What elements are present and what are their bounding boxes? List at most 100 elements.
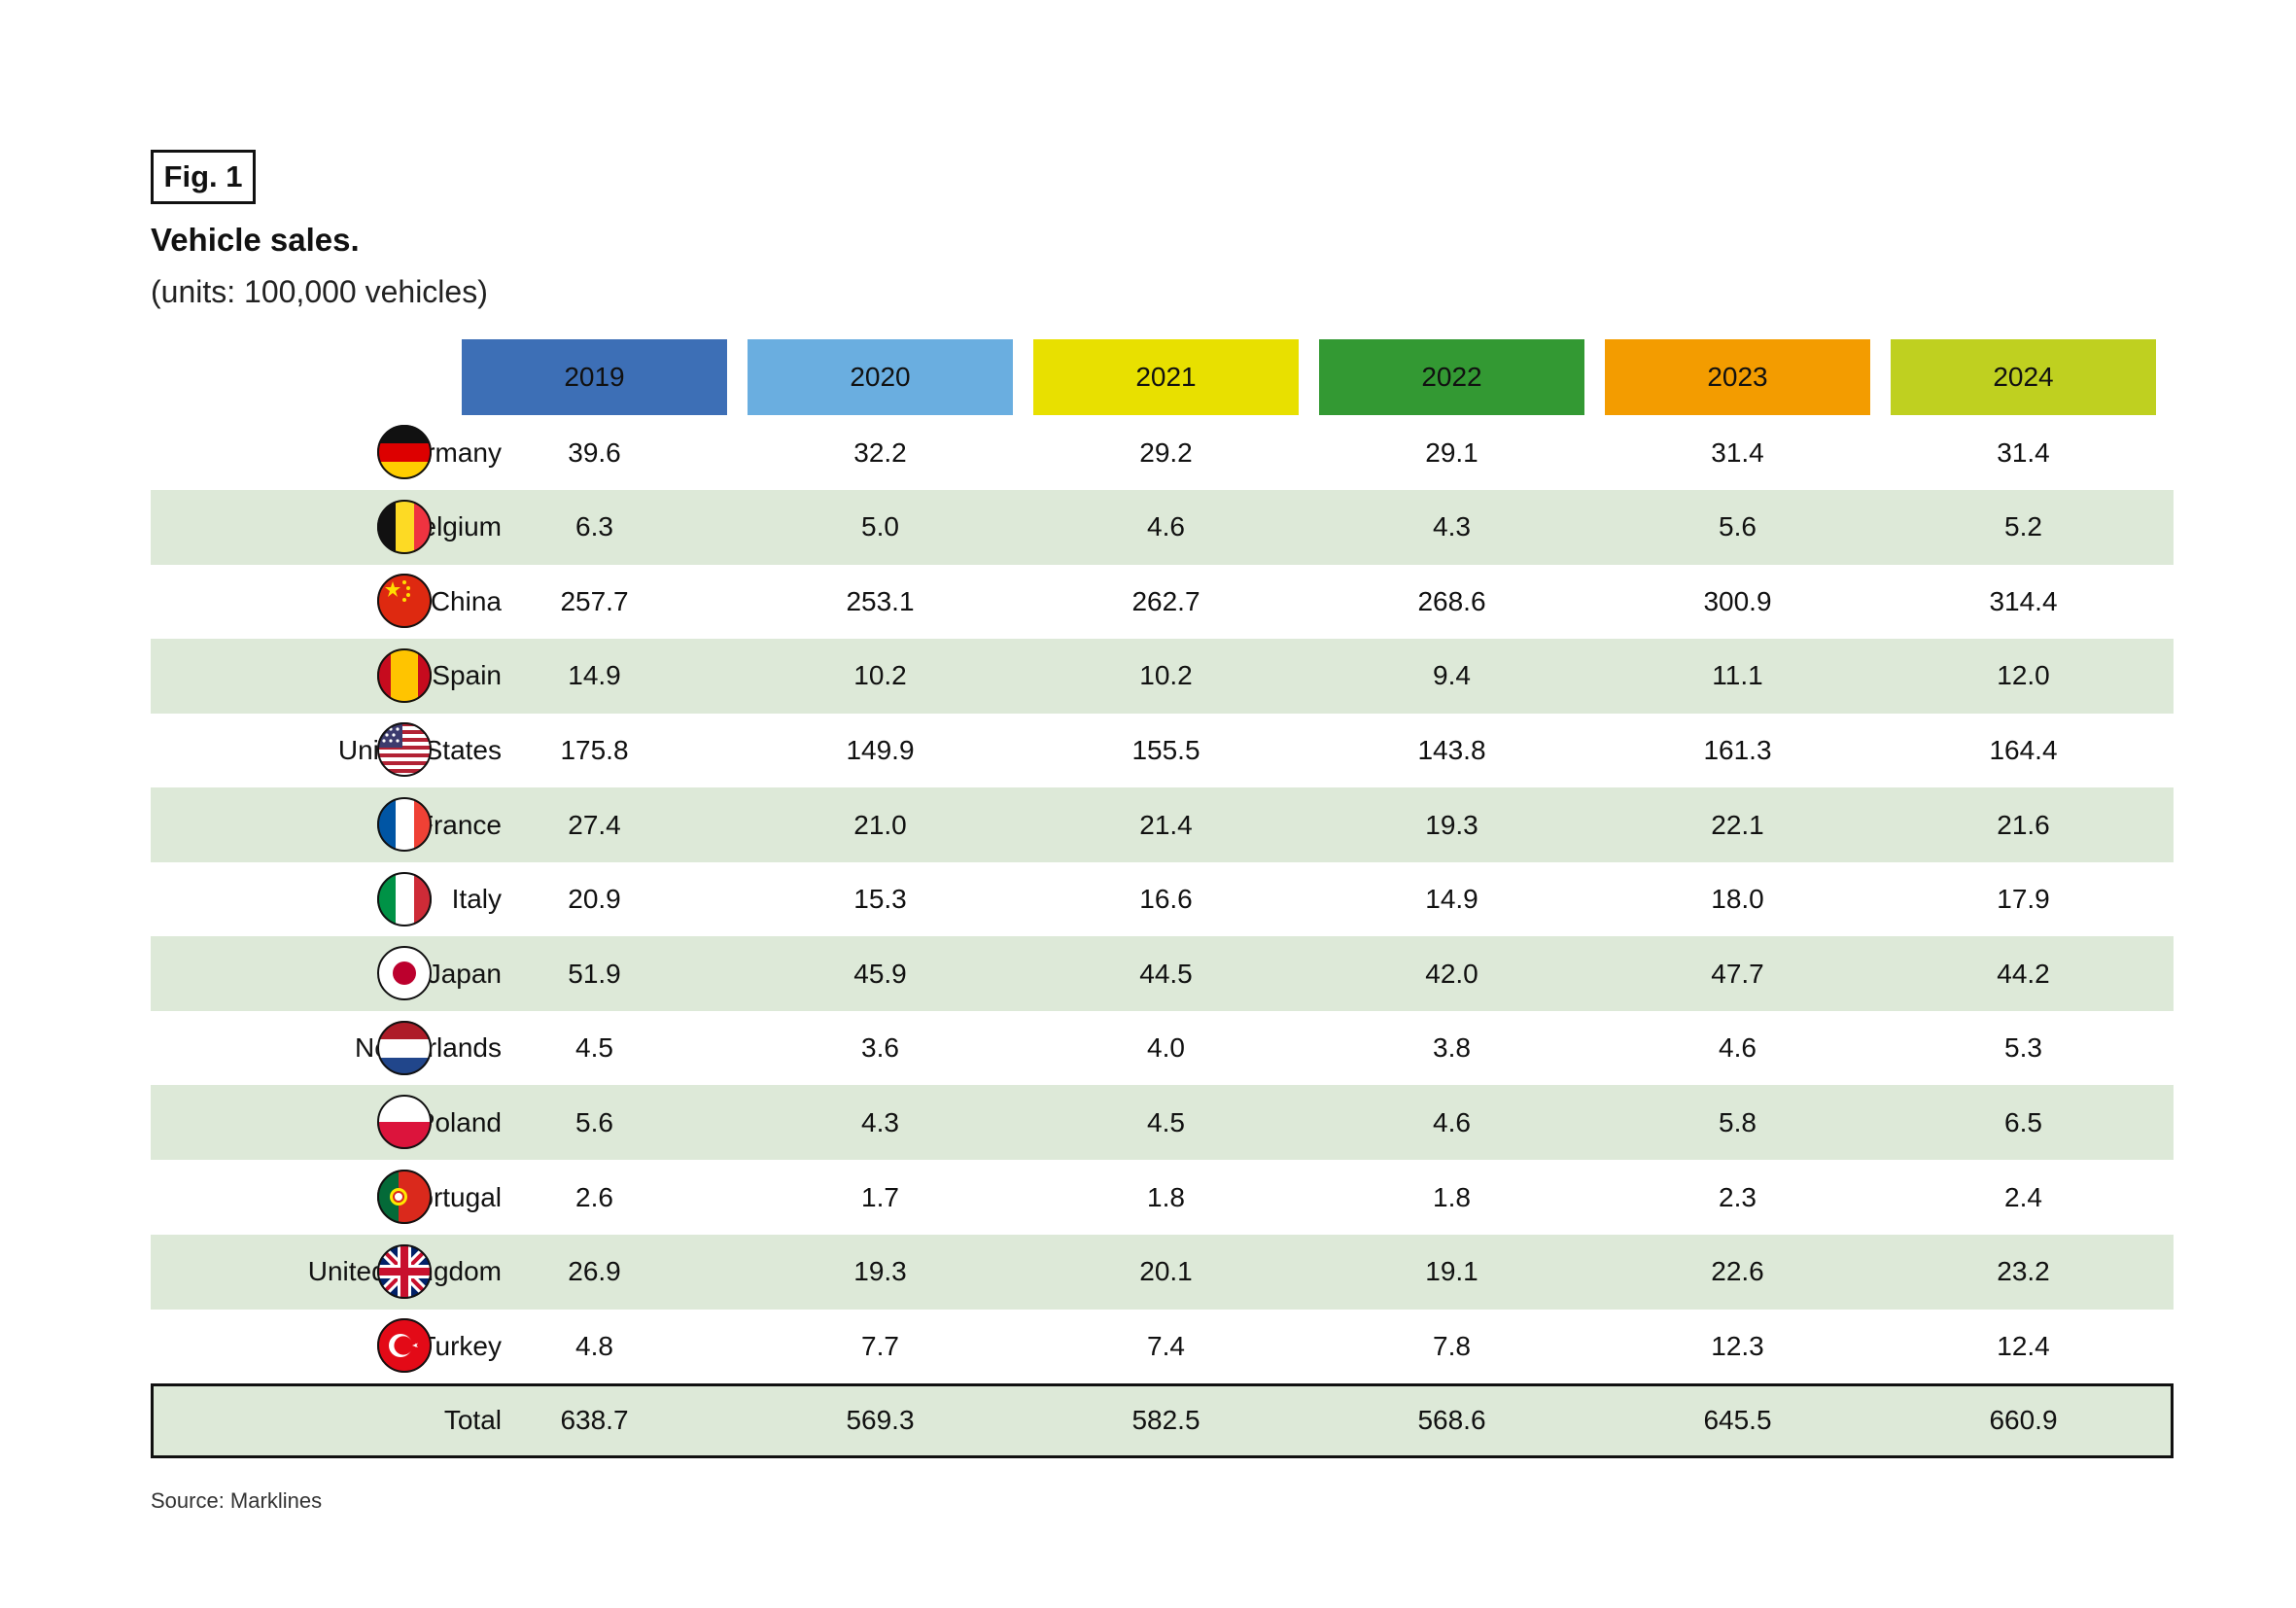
table-row: United States 175.8149.9155.5143.8161.31…	[151, 713, 2174, 787]
value-cell-2020: 253.1	[846, 585, 915, 616]
value-cell-2022: 568.6	[1417, 1405, 1486, 1436]
value-cell-2021: 29.2	[1139, 437, 1193, 468]
value-cell-2021: 1.8	[1147, 1181, 1185, 1212]
value-cell-2022: 29.1	[1425, 437, 1478, 468]
source-note: Source: Marklines	[151, 1488, 323, 1513]
value-cell-2020: 4.3	[861, 1106, 899, 1137]
value-cell-2019: 638.7	[560, 1405, 629, 1436]
table-row: Poland 5.6 4.3 4.5 4.6 5.8 6.5	[151, 1085, 2174, 1161]
value-cell-2021: 4.5	[1147, 1106, 1185, 1137]
value-cell-2020: 3.6	[861, 1032, 899, 1064]
table-row: Germany 39.6 32.2 29.2 29.1 31.4 31.4	[151, 415, 2174, 490]
value-cell-2024: 314.4	[1989, 585, 2058, 616]
value-cell-2024: 44.2	[1997, 958, 2050, 989]
value-cell-2021: 262.7	[1131, 585, 1200, 616]
year-header-2020: 2020	[748, 339, 1013, 415]
value-cell-2023: 18.0	[1711, 884, 1764, 915]
value-cell-2020: 5.0	[861, 511, 899, 542]
value-cell-2022: 268.6	[1417, 585, 1486, 616]
table-row: Japan 51.9 45.9 44.5 42.0 47.7 44.2	[151, 936, 2174, 1012]
value-cell-2024: 660.9	[1989, 1405, 2058, 1436]
value-cell-2019: 5.6	[575, 1106, 613, 1137]
value-cell-2021: 7.4	[1147, 1330, 1185, 1361]
country-name: China	[430, 585, 502, 616]
value-cell-2019: 51.9	[568, 958, 621, 989]
value-cell-2023: 645.5	[1703, 1405, 1772, 1436]
value-cell-2019: 27.4	[568, 809, 621, 840]
value-cell-2023: 4.6	[1719, 1032, 1757, 1064]
value-cell-2020: 569.3	[846, 1405, 915, 1436]
value-cell-2022: 7.8	[1433, 1330, 1471, 1361]
country-name: Spain	[432, 660, 502, 691]
italy-flag-icon	[377, 871, 432, 926]
value-cell-2020: 10.2	[853, 660, 907, 691]
value-cell-2019: 14.9	[568, 660, 621, 691]
value-cell-2021: 582.5	[1131, 1405, 1200, 1436]
value-cell-2022: 19.1	[1425, 1256, 1478, 1287]
value-cell-2021: 21.4	[1139, 809, 1193, 840]
value-cell-2024: 12.4	[1997, 1330, 2050, 1361]
table-row: Netherlands 4.53.64.03.84.65.3	[151, 1011, 2174, 1086]
value-cell-2024: 17.9	[1997, 884, 2050, 915]
country-name: Italy	[451, 884, 502, 915]
value-cell-2023: 22.1	[1711, 809, 1764, 840]
value-cell-2024: 5.2	[2004, 511, 2042, 542]
year-header-2023: 2023	[1605, 339, 1870, 415]
value-cell-2024: 31.4	[1997, 437, 2050, 468]
value-cell-2020: 1.7	[861, 1181, 899, 1212]
value-cell-2023: 47.7	[1711, 958, 1764, 989]
usa-flag-icon	[377, 722, 432, 778]
value-cell-2019: 26.9	[568, 1256, 621, 1287]
value-cell-2019: 175.8	[560, 734, 629, 765]
value-cell-2024: 6.5	[2004, 1106, 2042, 1137]
value-cell-2024: 164.4	[1989, 734, 2058, 765]
table-row: Turkey 4.8 7.7 7.4 7.8 12.3 12.4	[151, 1309, 2174, 1383]
value-cell-2023: 31.4	[1711, 437, 1764, 468]
value-cell-2022: 143.8	[1417, 734, 1486, 765]
year-header-2024: 2024	[1891, 339, 2156, 415]
chart-title: Vehicle sales.	[151, 222, 360, 258]
value-cell-2023: 2.3	[1719, 1181, 1757, 1212]
value-cell-2022: 14.9	[1425, 884, 1478, 915]
table-row: China 257.7 253.1 262.7 268.6 300.9 314.4	[151, 564, 2174, 639]
china-flag-icon	[377, 574, 432, 629]
value-cell-2020: 7.7	[861, 1330, 899, 1361]
value-cell-2023: 22.6	[1711, 1256, 1764, 1287]
turkey-flag-icon	[377, 1318, 432, 1374]
value-cell-2022: 4.3	[1433, 511, 1471, 542]
value-cell-2022: 42.0	[1425, 958, 1478, 989]
value-cell-2023: 12.3	[1711, 1330, 1764, 1361]
poland-flag-icon	[377, 1095, 432, 1150]
value-cell-2023: 11.1	[1712, 660, 1763, 691]
year-header-2021: 2021	[1033, 339, 1299, 415]
country-name: Turkey	[419, 1330, 502, 1361]
value-cell-2021: 44.5	[1139, 958, 1193, 989]
value-cell-2020: 19.3	[853, 1256, 907, 1287]
value-cell-2022: 4.6	[1433, 1106, 1471, 1137]
table-row: France 27.4 21.0 21.4 19.3 22.1 21.6	[151, 787, 2174, 862]
value-cell-2023: 5.8	[1719, 1106, 1757, 1137]
value-cell-2022: 3.8	[1433, 1032, 1471, 1064]
spain-flag-icon	[377, 647, 432, 703]
value-cell-2023: 5.6	[1719, 511, 1757, 542]
year-header-2019: 2019	[462, 339, 727, 415]
table-row: Spain 14.9 10.2 10.2 9.4 11.1 12.0	[151, 638, 2174, 714]
france-flag-icon	[377, 797, 432, 852]
portugal-flag-icon	[377, 1170, 432, 1224]
value-cell-2022: 19.3	[1425, 809, 1478, 840]
japan-flag-icon	[377, 946, 432, 1001]
figure-label: Fig. 1	[151, 150, 256, 204]
uk-flag-icon	[377, 1243, 432, 1299]
value-cell-2023: 161.3	[1703, 734, 1772, 765]
total-label: Total	[443, 1405, 502, 1436]
value-cell-2019: 39.6	[568, 437, 621, 468]
chart-subtitle: (units: 100,000 vehicles)	[151, 274, 488, 309]
value-cell-2020: 45.9	[853, 958, 907, 989]
table-row: Belgium 6.3 5.0 4.6 4.3 5.6 5.2	[151, 489, 2174, 565]
value-cell-2019: 20.9	[568, 884, 621, 915]
value-cell-2019: 257.7	[560, 585, 629, 616]
country-name: Japan	[427, 958, 502, 989]
value-cell-2021: 10.2	[1139, 660, 1193, 691]
value-cell-2020: 21.0	[853, 809, 907, 840]
value-cell-2024: 23.2	[1997, 1256, 2050, 1287]
